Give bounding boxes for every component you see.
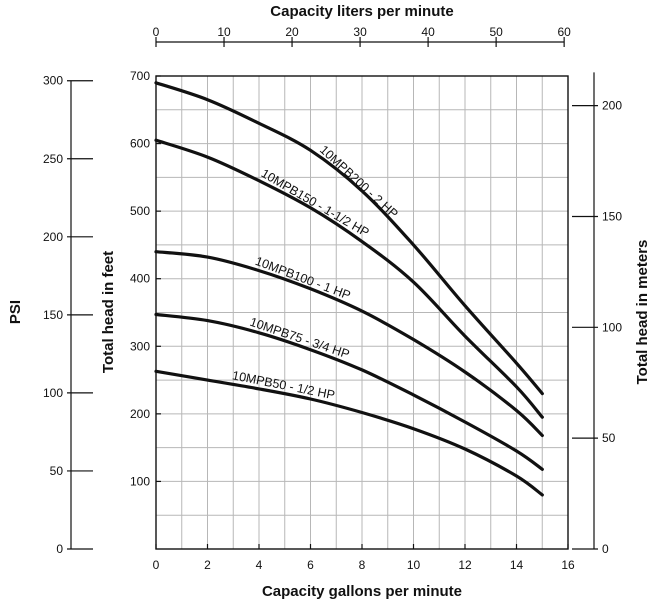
x-tick-label: 12 xyxy=(458,558,472,572)
top-x-tick-label: 20 xyxy=(285,25,299,39)
x-tick-label: 16 xyxy=(561,558,575,572)
psi-tick-label: 100 xyxy=(43,386,63,400)
y-axis-title-feet: Total head in feet xyxy=(100,251,117,373)
y-tick-label: 700 xyxy=(130,69,150,83)
y-tick-label: 600 xyxy=(130,137,150,151)
y-axis-title-meters: Total head in meters xyxy=(634,240,651,385)
meters-tick-label: 150 xyxy=(602,209,622,223)
psi-tick-label: 200 xyxy=(43,230,63,244)
y-tick-label: 100 xyxy=(130,474,150,488)
y-tick-label: 300 xyxy=(130,339,150,353)
x-tick-label: 8 xyxy=(359,558,366,572)
top-x-tick-label: 30 xyxy=(353,25,367,39)
top-x-tick-label: 10 xyxy=(217,25,231,39)
psi-tick-label: 150 xyxy=(43,308,63,322)
meters-tick-label: 200 xyxy=(602,99,622,113)
meters-tick-label: 50 xyxy=(602,431,616,445)
psi-tick-label: 0 xyxy=(56,542,63,556)
curve-10mpb75 xyxy=(156,315,542,470)
x-axis-title: Capacity gallons per minute xyxy=(262,583,462,600)
meters-tick-label: 0 xyxy=(602,542,609,556)
y-tick-label: 400 xyxy=(130,272,150,286)
top-x-tick-label: 40 xyxy=(421,25,435,39)
x-tick-label: 2 xyxy=(204,558,211,572)
y-tick-label: 200 xyxy=(130,407,150,421)
top-x-axis-title: Capacity liters per minute xyxy=(270,3,453,20)
top-x-tick-label: 0 xyxy=(153,25,160,39)
psi-tick-label: 50 xyxy=(50,464,64,478)
y-tick-label: 500 xyxy=(130,204,150,218)
top-x-tick-label: 50 xyxy=(489,25,503,39)
psi-tick-label: 300 xyxy=(43,74,63,88)
top-x-tick-label: 60 xyxy=(557,25,571,39)
x-tick-label: 0 xyxy=(153,558,160,572)
meters-tick-label: 100 xyxy=(602,320,622,334)
x-tick-label: 6 xyxy=(307,558,314,572)
x-tick-label: 10 xyxy=(407,558,421,572)
x-tick-label: 4 xyxy=(256,558,263,572)
psi-tick-label: 250 xyxy=(43,152,63,166)
x-tick-label: 14 xyxy=(510,558,524,572)
y-axis-title-psi: PSI xyxy=(7,300,24,324)
